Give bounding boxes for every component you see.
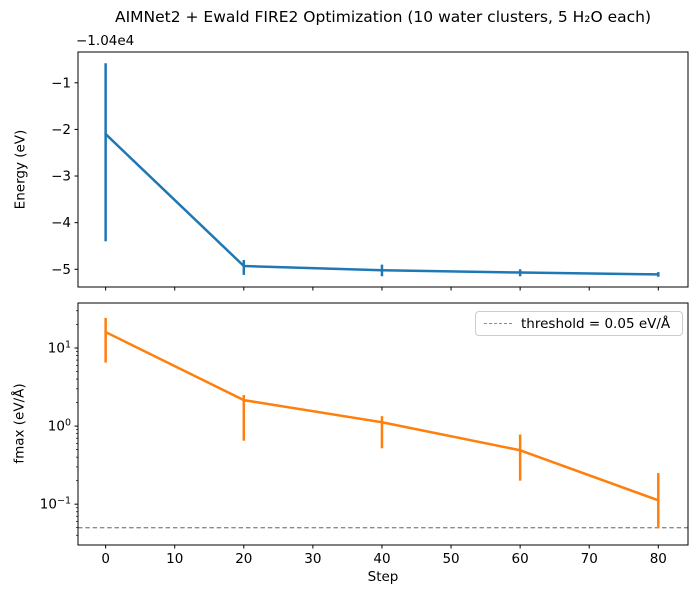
energy-line [104, 132, 660, 276]
energy-axis-label: Energy (eV) [12, 129, 29, 210]
dashed-threshold-line-icon [484, 323, 512, 324]
x-tick-label: 30 [304, 551, 321, 567]
y-tick-label: −2 [51, 122, 71, 138]
x-tick-label: 60 [512, 551, 529, 567]
fmax-axes: 0 10 20 30 40 50 60 70 80 101 100 10−1 [40, 302, 689, 567]
x-tick-label: 10 [166, 551, 183, 567]
x-tick-label: 20 [235, 551, 252, 567]
chart-title: AIMNet2 + Ewald FIRE2 Optimization (10 w… [114, 8, 652, 26]
y-tick-label: −3 [51, 169, 71, 185]
y-tick-label: 10−1 [40, 496, 71, 513]
x-tick-label: 0 [101, 551, 110, 567]
energy-axes: −1 −2 −3 −4 −5 [51, 51, 689, 291]
energy-axis-offset-label: −1.04e4 [76, 33, 135, 49]
y-tick-label: −1 [51, 75, 71, 91]
energy-spines [77, 51, 689, 288]
legend-label: threshold = 0.05 eV/Å [521, 315, 671, 332]
legend: threshold = 0.05 eV/Å [475, 311, 683, 336]
y-tick-label: −5 [51, 262, 71, 278]
y-tick-label: −4 [51, 215, 71, 231]
fmax-spines [77, 302, 689, 546]
step-axis-label: Step [367, 569, 399, 585]
y-tick-label: 100 [48, 418, 71, 435]
y-tick-label: 101 [48, 340, 71, 357]
x-tick-label: 80 [650, 551, 667, 567]
x-tick-label: 50 [442, 551, 459, 567]
x-tick-label: 40 [373, 551, 390, 567]
fmax-line [104, 330, 660, 502]
x-tick-label: 70 [581, 551, 598, 567]
fmax-axis-label: fmax (eV/Å) [11, 383, 28, 464]
